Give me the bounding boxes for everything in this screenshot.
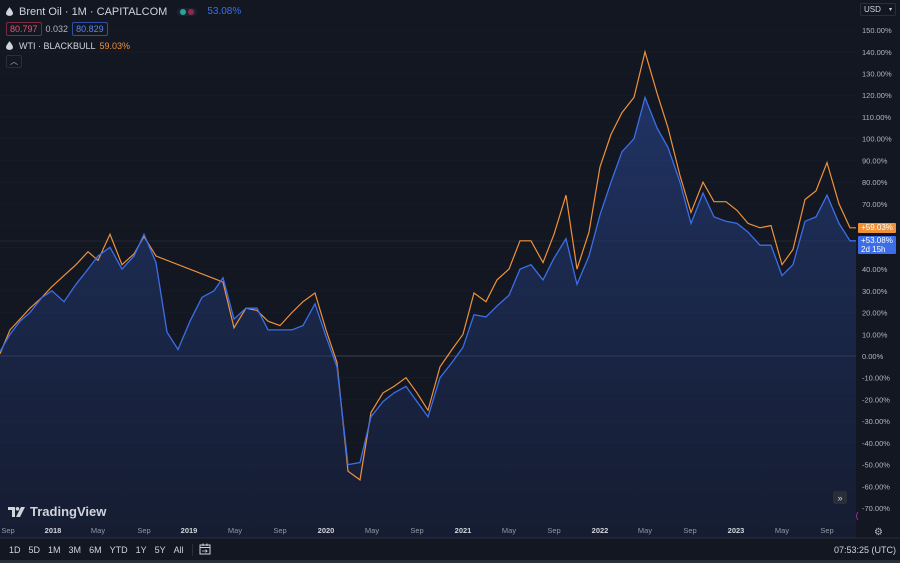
price-axis-tick: -50.00% xyxy=(862,461,890,470)
price-axis-tick: 120.00% xyxy=(862,91,892,100)
tradingview-logo[interactable]: TradingView xyxy=(8,504,106,519)
time-axis-tick: 2019 xyxy=(181,526,198,535)
currency-label: USD xyxy=(864,5,881,14)
price-axis-tick: -20.00% xyxy=(862,395,890,404)
range-button-1y[interactable]: 1Y xyxy=(135,545,147,555)
price-axis-tick: -70.00% xyxy=(862,504,890,513)
chevron-up-icon: ︿ xyxy=(10,57,18,66)
price-axis-tick: 0.00% xyxy=(862,352,884,361)
time-axis-tick: May xyxy=(228,526,242,535)
time-axis-tick: Sep xyxy=(410,526,423,535)
bid-value[interactable]: 80.797 xyxy=(6,21,42,36)
range-button-all[interactable]: All xyxy=(173,545,184,555)
legend-bid-ask: 80.797 0.032 80.829 xyxy=(6,21,241,36)
price-axis-tick: -60.00% xyxy=(862,482,890,491)
time-axis-tick: Sep xyxy=(820,526,833,535)
time-axis-tick: May xyxy=(502,526,516,535)
chevron-down-icon: ▾ xyxy=(888,7,892,13)
time-axis-tick: Sep xyxy=(683,526,696,535)
logo-text: TradingView xyxy=(30,504,107,519)
price-axis-tick: 40.00% xyxy=(862,265,888,274)
price-axis-tick: 150.00% xyxy=(862,26,892,35)
wti-price-label: +59.03% xyxy=(858,223,896,233)
chart-settings-button[interactable]: ⚙ xyxy=(874,527,883,538)
price-axis-tick: 130.00% xyxy=(862,70,892,79)
toolbar-divider xyxy=(191,544,193,556)
legend-main-series[interactable]: Brent Oil · 1M · CAPITALCOM 53.08% xyxy=(6,4,241,19)
price-cursor-arc xyxy=(856,511,859,521)
price-axis-tick: 100.00% xyxy=(862,135,892,144)
main-series-title: Brent Oil · 1M · CAPITALCOM xyxy=(19,5,168,18)
price-axis-tick: 10.00% xyxy=(862,330,888,339)
legend-compare-series[interactable]: WTI · BLACKBULL 59.03% xyxy=(6,38,241,53)
collapse-legend-button[interactable]: ︿ xyxy=(6,55,22,68)
double-chevron-right-icon: » xyxy=(837,492,843,503)
bar-countdown: 2d 15h xyxy=(861,245,886,254)
wti-line[interactable] xyxy=(0,49,856,481)
time-axis[interactable]: Sep 2018 May Sep 2019 May Sep 2020 May Sep 2021 May… xyxy=(1,526,833,535)
time-axis-tick: 2023 xyxy=(728,526,745,535)
time-axis-tick: May xyxy=(365,526,379,535)
compare-series-title: WTI · BLACKBULL xyxy=(19,40,96,51)
price-axis-tick: 110.00% xyxy=(862,113,891,122)
price-axis[interactable]: 150.00% 140.00% 130.00% 120.00% 110.00% 100.0… xyxy=(862,26,892,513)
price-axis-tick: 90.00% xyxy=(862,156,888,165)
time-axis-tick: May xyxy=(775,526,789,535)
goto-date-button[interactable] xyxy=(199,543,211,557)
market-open-dot-icon xyxy=(180,8,187,15)
time-axis-tick: Sep xyxy=(137,526,150,535)
range-button-5y[interactable]: 5Y xyxy=(154,545,166,555)
footer-strip xyxy=(0,560,900,563)
brent-area-fill xyxy=(0,97,856,539)
time-axis-tick: May xyxy=(638,526,652,535)
calendar-icon xyxy=(199,543,211,555)
time-axis-tick: 2022 xyxy=(592,526,609,535)
market-status-pill[interactable] xyxy=(177,7,198,16)
price-axis-tick: 70.00% xyxy=(862,200,888,209)
brent-line[interactable] xyxy=(0,95,856,466)
currency-selector[interactable]: USD ▾ xyxy=(860,3,896,16)
scroll-to-realtime-button[interactable]: » xyxy=(833,491,847,504)
price-axis-tick: -10.00% xyxy=(862,374,890,383)
brent-last-pct: +53.08% xyxy=(861,236,893,245)
price-axis-tick: 30.00% xyxy=(862,287,888,296)
range-button-5d[interactable]: 5D xyxy=(28,545,41,555)
range-button-ytd[interactable]: YTD xyxy=(109,545,128,555)
time-axis-tick: 2021 xyxy=(455,526,472,535)
range-button-1m[interactable]: 1M xyxy=(48,545,61,555)
oil-drop-icon xyxy=(6,41,13,50)
price-axis-tick: -40.00% xyxy=(862,439,890,448)
main-change-pct: 53.08% xyxy=(207,6,242,17)
tradingview-logo-icon xyxy=(8,506,25,517)
chart-legend: Brent Oil · 1M · CAPITALCOM 53.08% 80.79… xyxy=(6,4,241,68)
time-axis-tick: Sep xyxy=(1,526,14,535)
bottom-toolbar: 1D 5D 1M 3M 6M YTD 1Y 5Y All xyxy=(0,540,900,560)
ask-value[interactable]: 80.829 xyxy=(72,21,108,36)
timezone-clock[interactable]: 07:53:25 (UTC) xyxy=(833,545,896,555)
market-closed-dot-icon xyxy=(188,8,195,15)
time-axis-tick: 2018 xyxy=(45,526,62,535)
gear-icon: ⚙ xyxy=(874,527,883,538)
range-button-6m[interactable]: 6M xyxy=(89,545,102,555)
range-button-3m[interactable]: 3M xyxy=(68,545,82,555)
brent-price-label: +53.08% 2d 15h xyxy=(858,236,896,254)
spread-value: 0.032 xyxy=(45,23,69,34)
date-range-buttons: 1D 5D 1M 3M 6M YTD 1Y 5Y All xyxy=(5,545,188,555)
time-axis-tick: Sep xyxy=(547,526,560,535)
oil-drop-icon xyxy=(6,7,13,16)
price-axis-tick: -30.00% xyxy=(862,417,890,426)
price-axis-tick: 140.00% xyxy=(862,48,892,57)
price-axis-tick: 80.00% xyxy=(862,178,888,187)
time-axis-tick: May xyxy=(91,526,105,535)
time-axis-tick: Sep xyxy=(273,526,286,535)
compare-change-pct: 59.03% xyxy=(99,40,131,51)
price-axis-tick: 20.00% xyxy=(862,309,888,318)
range-button-1d[interactable]: 1D xyxy=(9,545,21,555)
time-axis-tick: 2020 xyxy=(318,526,335,535)
